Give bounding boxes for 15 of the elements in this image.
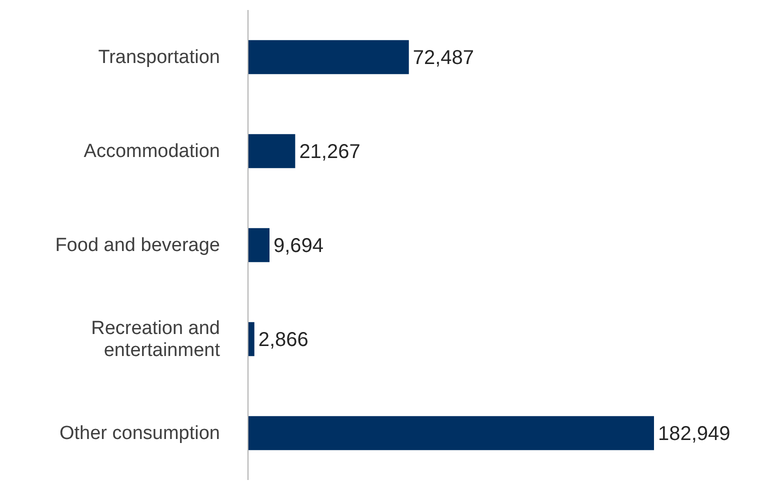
bar [248,416,654,450]
data-label: 21,267 [299,141,360,164]
y-tick-label: Transportation [98,46,220,68]
data-label: 182,949 [658,423,730,446]
bar [248,228,270,262]
data-label: 2,866 [258,329,308,352]
bar [248,40,409,74]
y-tick-label: Accommodation [84,140,220,162]
bar [248,322,254,356]
bar [248,134,296,168]
y-tick-label: Recreation and entertainment [91,318,221,360]
y-tick-label: Food and beverage [55,234,220,256]
y-tick-label: Other consumption [59,422,220,444]
data-label: 72,487 [412,47,474,70]
data-label: 9,694 [274,235,324,258]
